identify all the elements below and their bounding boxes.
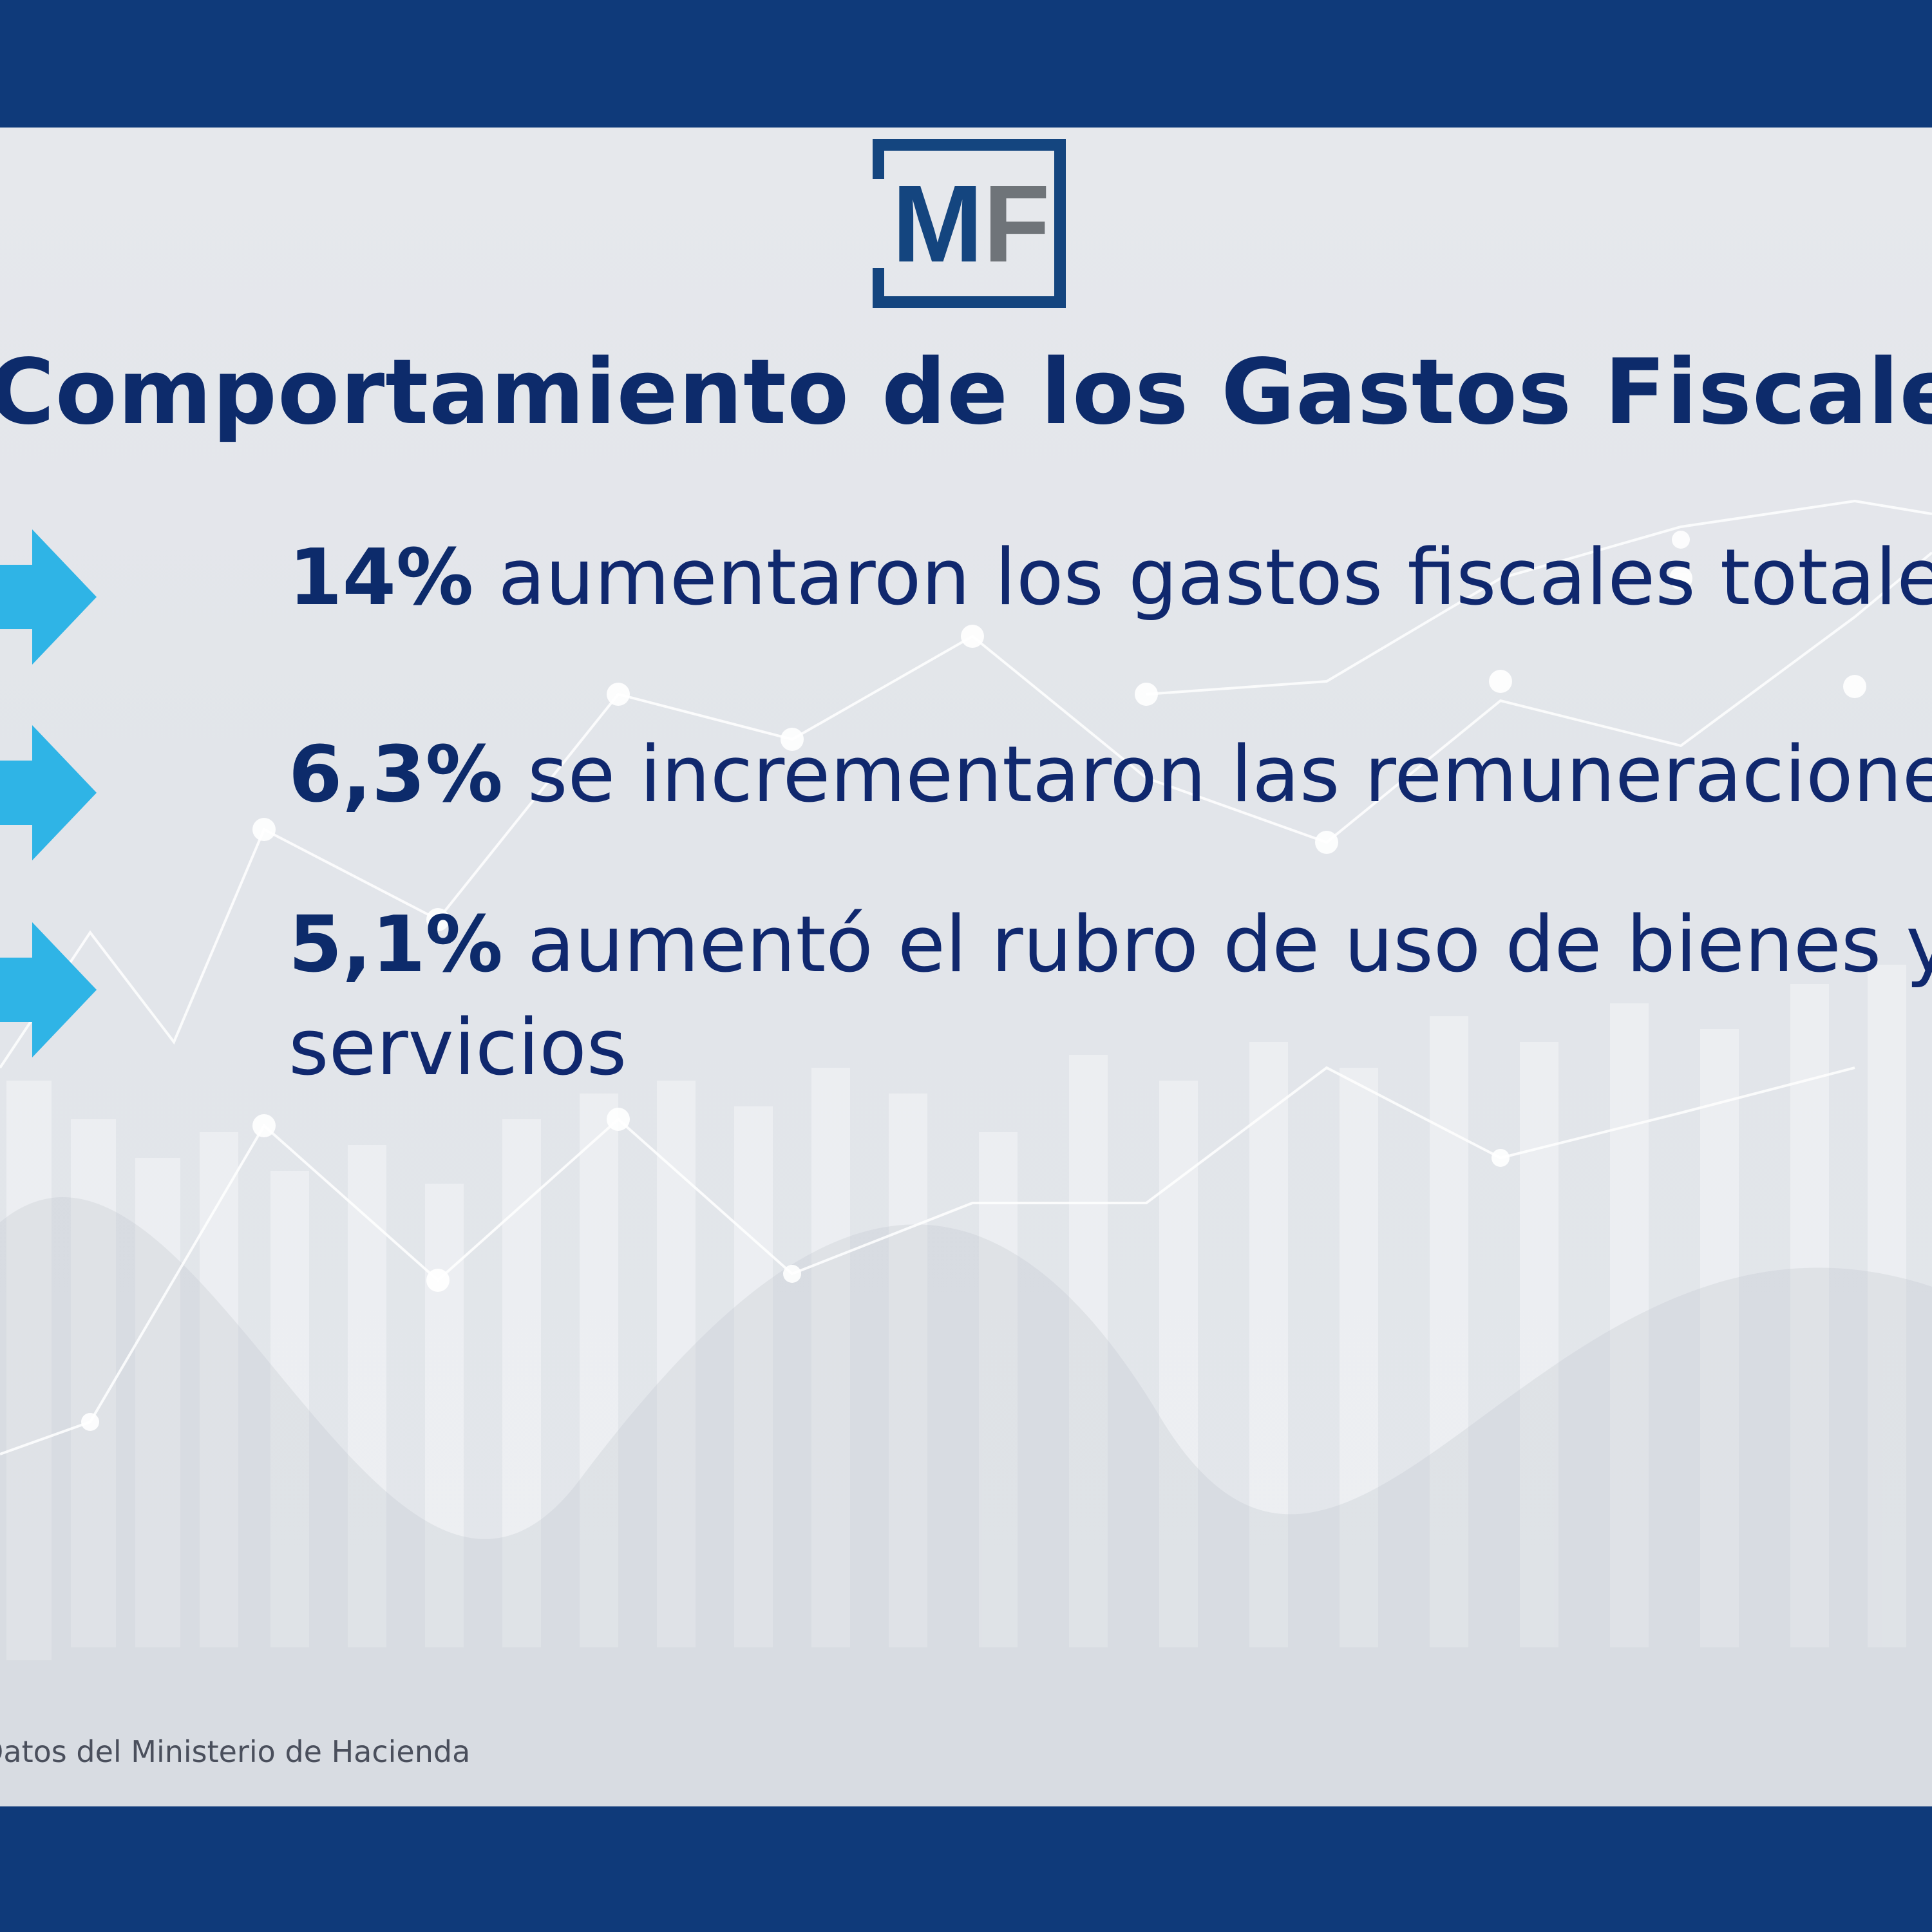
slide-title: Comportamiento de los Gastos Fiscales [0, 340, 1932, 445]
bullet-item: 6,3% se incrementaron las remuneraciones [289, 725, 1932, 826]
mf-logo: MF [873, 139, 1066, 308]
bullet-percentage: 6,3% [289, 730, 503, 820]
bullet-item: 5,1% aumentó el rubro de uso de bienes y [289, 895, 1932, 996]
arrow-right-icon [0, 922, 97, 1057]
arrow-right-icon [0, 725, 97, 860]
bullet-text: se incrementaron las remuneraciones [502, 730, 1932, 820]
bottom-band [0, 1806, 1932, 1932]
source-note: Datos del Ministerio de Hacienda [0, 1734, 471, 1769]
slide: MF Comportamiento de los Gastos Fiscales… [0, 128, 1932, 1806]
bullet-text: aumentó el rubro de uso de bienes y [502, 900, 1932, 990]
bullet-item: 14% aumentaron los gastos fiscales total… [289, 528, 1932, 629]
logo-letter-m: MF [892, 163, 1050, 285]
bullet-text-continuation: servicios [289, 1003, 627, 1093]
background-chart-art [0, 499, 1932, 1806]
bullet-percentage: 5,1% [289, 900, 503, 990]
arrow-right-icon [0, 529, 97, 665]
bullet-text: aumentaron los gastos fiscales totales [473, 533, 1932, 623]
top-band [0, 0, 1932, 128]
bullet-percentage: 14% [289, 533, 474, 623]
